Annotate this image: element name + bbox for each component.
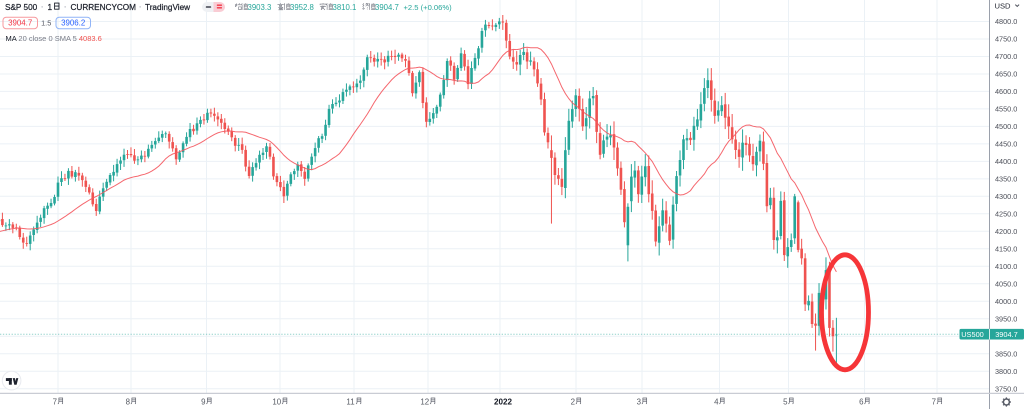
svg-text:3800.0: 3800.0 [995,367,1017,376]
svg-text:CURRENCYCOM: CURRENCYCOM [71,3,137,12]
svg-text:5: 5 [783,397,788,406]
svg-text:12: 12 [420,397,429,406]
svg-text:2022: 2022 [494,397,513,406]
svg-text:4400.0: 4400.0 [995,157,1017,166]
svg-text:3904.7: 3904.7 [8,19,32,28]
svg-text:·: · [64,2,67,12]
svg-text:4100.0: 4100.0 [995,262,1017,271]
svg-text:S&P 500: S&P 500 [5,3,38,12]
svg-text:10: 10 [272,397,281,406]
svg-text:4300.0: 4300.0 [995,192,1017,201]
svg-text:3950.0: 3950.0 [995,314,1017,323]
svg-text:3903.3: 3903.3 [248,3,272,12]
svg-text:+2.5 (+0.06%): +2.5 (+0.06%) [404,3,453,12]
svg-text:4750.0: 4750.0 [995,35,1017,44]
svg-text:9: 9 [201,397,206,406]
svg-text:4050.0: 4050.0 [995,279,1017,288]
svg-text:3906.2: 3906.2 [61,19,85,28]
svg-text:4800.0: 4800.0 [995,17,1017,26]
svg-text:·: · [139,2,142,12]
svg-text:2: 2 [571,397,575,406]
svg-text:4650.0: 4650.0 [995,70,1017,79]
svg-text:MA 20 close 0 SMA 5 4083.6: MA 20 close 0 SMA 5 4083.6 [6,34,102,43]
svg-text:3904.7: 3904.7 [995,330,1018,339]
svg-text:USD: USD [995,1,1012,10]
svg-text:4700.0: 4700.0 [995,52,1017,61]
svg-text:4450.0: 4450.0 [995,140,1017,149]
svg-text:8: 8 [126,397,131,406]
svg-text:4350.0: 4350.0 [995,175,1017,184]
svg-text:4000.0: 4000.0 [995,297,1017,306]
svg-text:4: 4 [714,397,719,406]
svg-text:3850.0: 3850.0 [995,349,1017,358]
svg-text:·: · [41,2,44,12]
svg-text:TradingView: TradingView [145,3,190,12]
svg-text:4250.0: 4250.0 [995,209,1017,218]
svg-text:1: 1 [48,3,53,12]
svg-text:1.5: 1.5 [41,19,51,28]
svg-text:3810.1: 3810.1 [333,3,357,12]
svg-text:4600.0: 4600.0 [995,87,1017,96]
svg-text:7: 7 [53,397,57,406]
svg-text:7: 7 [932,397,936,406]
svg-text:6: 6 [859,397,864,406]
svg-text:4150.0: 4150.0 [995,244,1017,253]
svg-text:4500.0: 4500.0 [995,122,1017,131]
svg-text:4550.0: 4550.0 [995,105,1017,114]
svg-text:4200.0: 4200.0 [995,227,1017,236]
svg-text:3904.7: 3904.7 [375,3,399,12]
svg-text:3: 3 [637,397,642,406]
svg-text:US500: US500 [961,330,984,339]
svg-text:3750.0: 3750.0 [995,384,1017,393]
svg-text:3952.8: 3952.8 [290,3,314,12]
svg-text:11: 11 [346,397,354,406]
